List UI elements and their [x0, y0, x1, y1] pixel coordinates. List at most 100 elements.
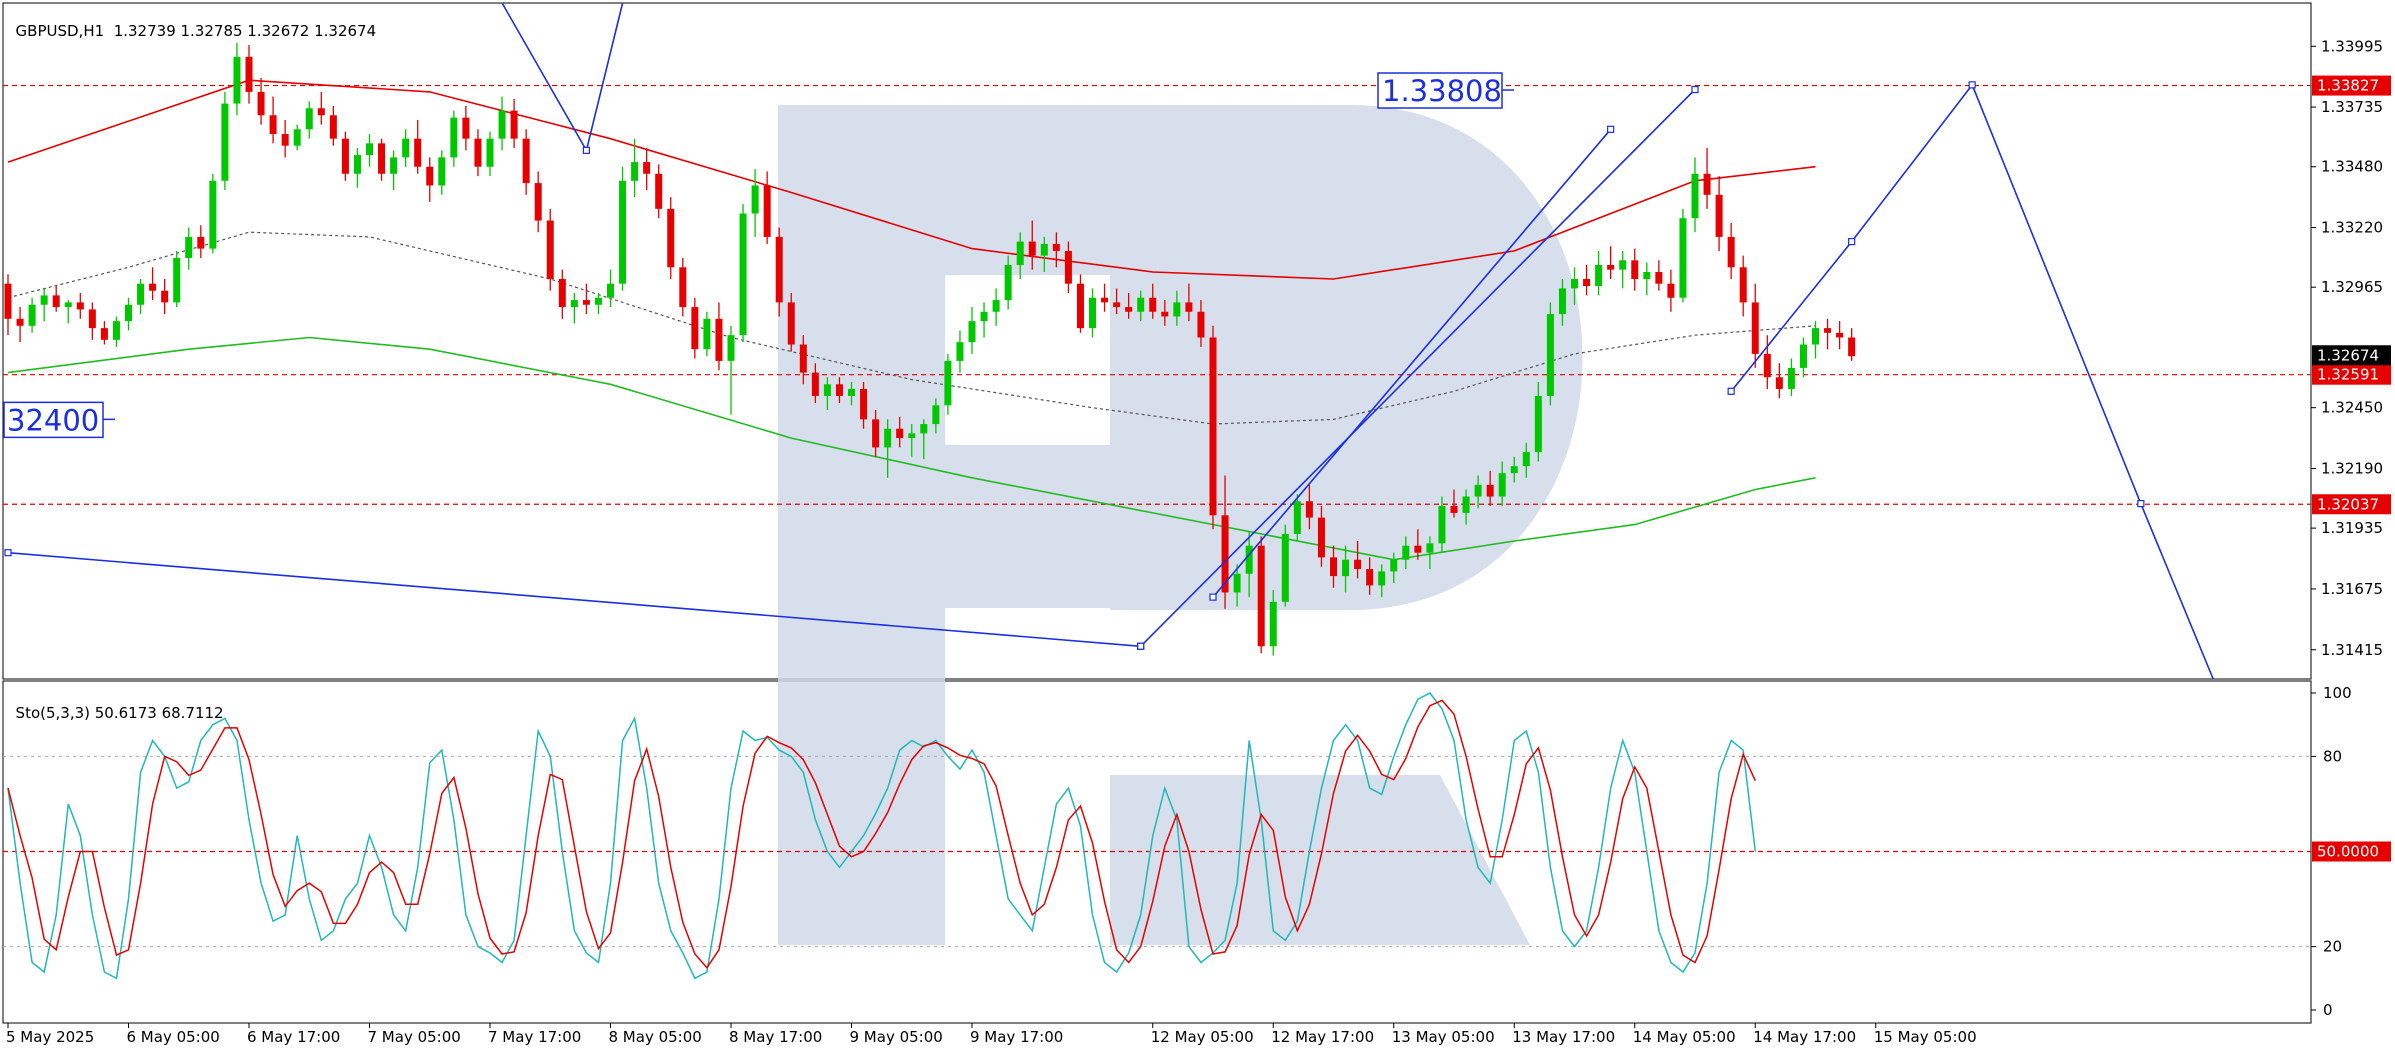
candle-body — [1305, 501, 1313, 518]
candle — [1595, 250, 1603, 296]
candle — [474, 129, 482, 177]
candle-body — [763, 185, 771, 237]
candle — [305, 101, 313, 139]
candle-body — [149, 283, 157, 291]
candle-body — [1667, 283, 1675, 298]
candle-body — [1221, 515, 1229, 593]
candle-body — [932, 405, 940, 425]
candle — [1510, 456, 1518, 483]
candle-body — [896, 428, 904, 439]
candle-body — [1812, 328, 1819, 345]
candle-body — [341, 138, 349, 174]
candle-body — [185, 236, 193, 258]
candle-body — [1775, 377, 1783, 389]
candle-body — [1245, 545, 1253, 574]
candle-body — [1498, 473, 1506, 497]
candle-body — [1679, 218, 1687, 298]
candle — [1185, 283, 1193, 322]
candle-body — [691, 307, 699, 350]
time-tick-label: 14 May 17:00 — [1753, 1028, 1856, 1046]
forecast-node — [1137, 642, 1145, 650]
candle-body — [679, 267, 687, 308]
candle-body — [1064, 250, 1072, 284]
candle-body — [173, 257, 181, 303]
candle-body — [1655, 271, 1663, 284]
candle-body — [378, 143, 386, 174]
level-label: 1.32037 — [2317, 495, 2379, 513]
candle-body — [1583, 279, 1591, 287]
candle — [1305, 484, 1313, 530]
candle — [1342, 545, 1350, 593]
candle — [293, 124, 301, 151]
candle-body — [76, 302, 84, 310]
candle — [1836, 321, 1844, 350]
stochastic-signal-line — [7, 699, 1756, 969]
candle-body — [522, 138, 530, 184]
candle — [88, 302, 96, 340]
candle-body — [619, 180, 627, 284]
candle-body — [1161, 311, 1169, 317]
candle — [1848, 328, 1856, 361]
candle-body — [245, 56, 253, 92]
candle — [1534, 381, 1542, 462]
price-tick-label: 1.32965 — [2321, 278, 2383, 296]
candle — [1522, 442, 1530, 478]
candle — [1558, 279, 1566, 326]
candle — [378, 138, 386, 181]
candle — [1571, 267, 1578, 305]
watermark-shape — [778, 105, 1583, 945]
candle-body — [1269, 601, 1277, 647]
candle — [607, 269, 614, 308]
candle-body — [1293, 501, 1301, 534]
candle-body — [1040, 243, 1048, 256]
candle — [402, 129, 410, 167]
time-tick-label: 15 May 05:00 — [1874, 1028, 1977, 1046]
candle-body — [221, 103, 229, 181]
candle-body — [1089, 297, 1096, 329]
candle-body — [40, 295, 48, 305]
candle — [64, 300, 72, 324]
candle-body — [1257, 545, 1265, 647]
candle-body — [1378, 571, 1386, 586]
candle-body — [426, 166, 434, 186]
candle — [1462, 489, 1470, 525]
candle-body — [582, 300, 590, 305]
forecast-node — [2137, 499, 2145, 508]
candle — [775, 227, 783, 317]
candle — [1064, 241, 1072, 294]
candle — [1486, 470, 1494, 506]
candle — [510, 98, 518, 149]
candle-body — [1028, 241, 1036, 256]
candle-body — [811, 372, 819, 396]
candle — [125, 297, 132, 331]
forecast-line — [501, 2, 624, 153]
candle — [28, 297, 36, 333]
ma_dotted-line — [7, 231, 1816, 425]
current-price-tag — [2312, 345, 2391, 366]
candle-body — [992, 300, 1000, 312]
candle-body — [462, 117, 470, 139]
candle — [1052, 232, 1060, 268]
candle-body — [920, 424, 928, 434]
candle-body — [594, 297, 602, 305]
candle — [1799, 337, 1807, 378]
candle — [594, 293, 602, 315]
candle — [956, 330, 964, 373]
candle — [884, 419, 892, 478]
candle-body — [655, 173, 663, 209]
candle-body — [1486, 484, 1494, 497]
candle-body — [317, 108, 325, 116]
candle-body — [402, 138, 410, 158]
candle — [173, 250, 181, 308]
candle — [1004, 255, 1012, 310]
candle — [1076, 274, 1084, 333]
candle — [1583, 264, 1591, 296]
candle-body — [1462, 496, 1470, 513]
price-tick-label: 1.31415 — [2321, 641, 2383, 659]
candle — [1173, 290, 1181, 326]
candle — [1137, 290, 1145, 322]
candle-body — [4, 283, 12, 319]
candle — [112, 316, 120, 347]
candle — [546, 208, 554, 291]
